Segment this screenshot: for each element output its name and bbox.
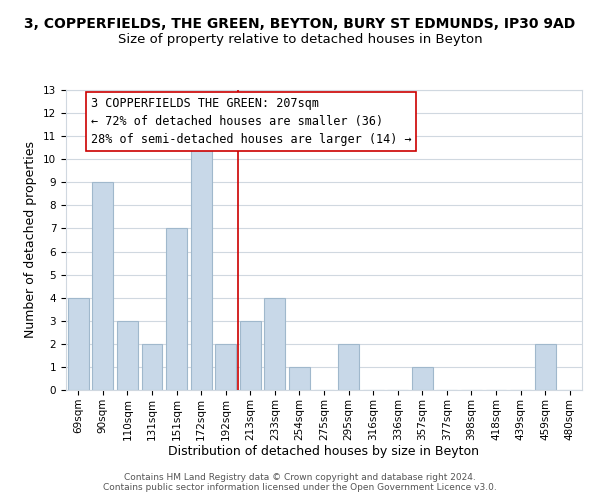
X-axis label: Distribution of detached houses by size in Beyton: Distribution of detached houses by size … <box>169 446 479 458</box>
Text: Contains public sector information licensed under the Open Government Licence v3: Contains public sector information licen… <box>103 484 497 492</box>
Bar <box>92 182 113 390</box>
Bar <box>265 298 286 390</box>
Bar <box>412 367 433 390</box>
Bar <box>338 344 359 390</box>
Text: Contains HM Land Registry data © Crown copyright and database right 2024.: Contains HM Land Registry data © Crown c… <box>124 472 476 482</box>
Bar <box>215 344 236 390</box>
Text: 3 COPPERFIELDS THE GREEN: 207sqm
← 72% of detached houses are smaller (36)
28% o: 3 COPPERFIELDS THE GREEN: 207sqm ← 72% o… <box>91 97 411 146</box>
Bar <box>289 367 310 390</box>
Bar <box>535 344 556 390</box>
Bar <box>191 136 212 390</box>
Bar <box>240 321 261 390</box>
Text: 3, COPPERFIELDS, THE GREEN, BEYTON, BURY ST EDMUNDS, IP30 9AD: 3, COPPERFIELDS, THE GREEN, BEYTON, BURY… <box>25 18 575 32</box>
Bar <box>166 228 187 390</box>
Bar <box>142 344 163 390</box>
Bar <box>117 321 138 390</box>
Bar <box>68 298 89 390</box>
Y-axis label: Number of detached properties: Number of detached properties <box>25 142 37 338</box>
Text: Size of property relative to detached houses in Beyton: Size of property relative to detached ho… <box>118 32 482 46</box>
